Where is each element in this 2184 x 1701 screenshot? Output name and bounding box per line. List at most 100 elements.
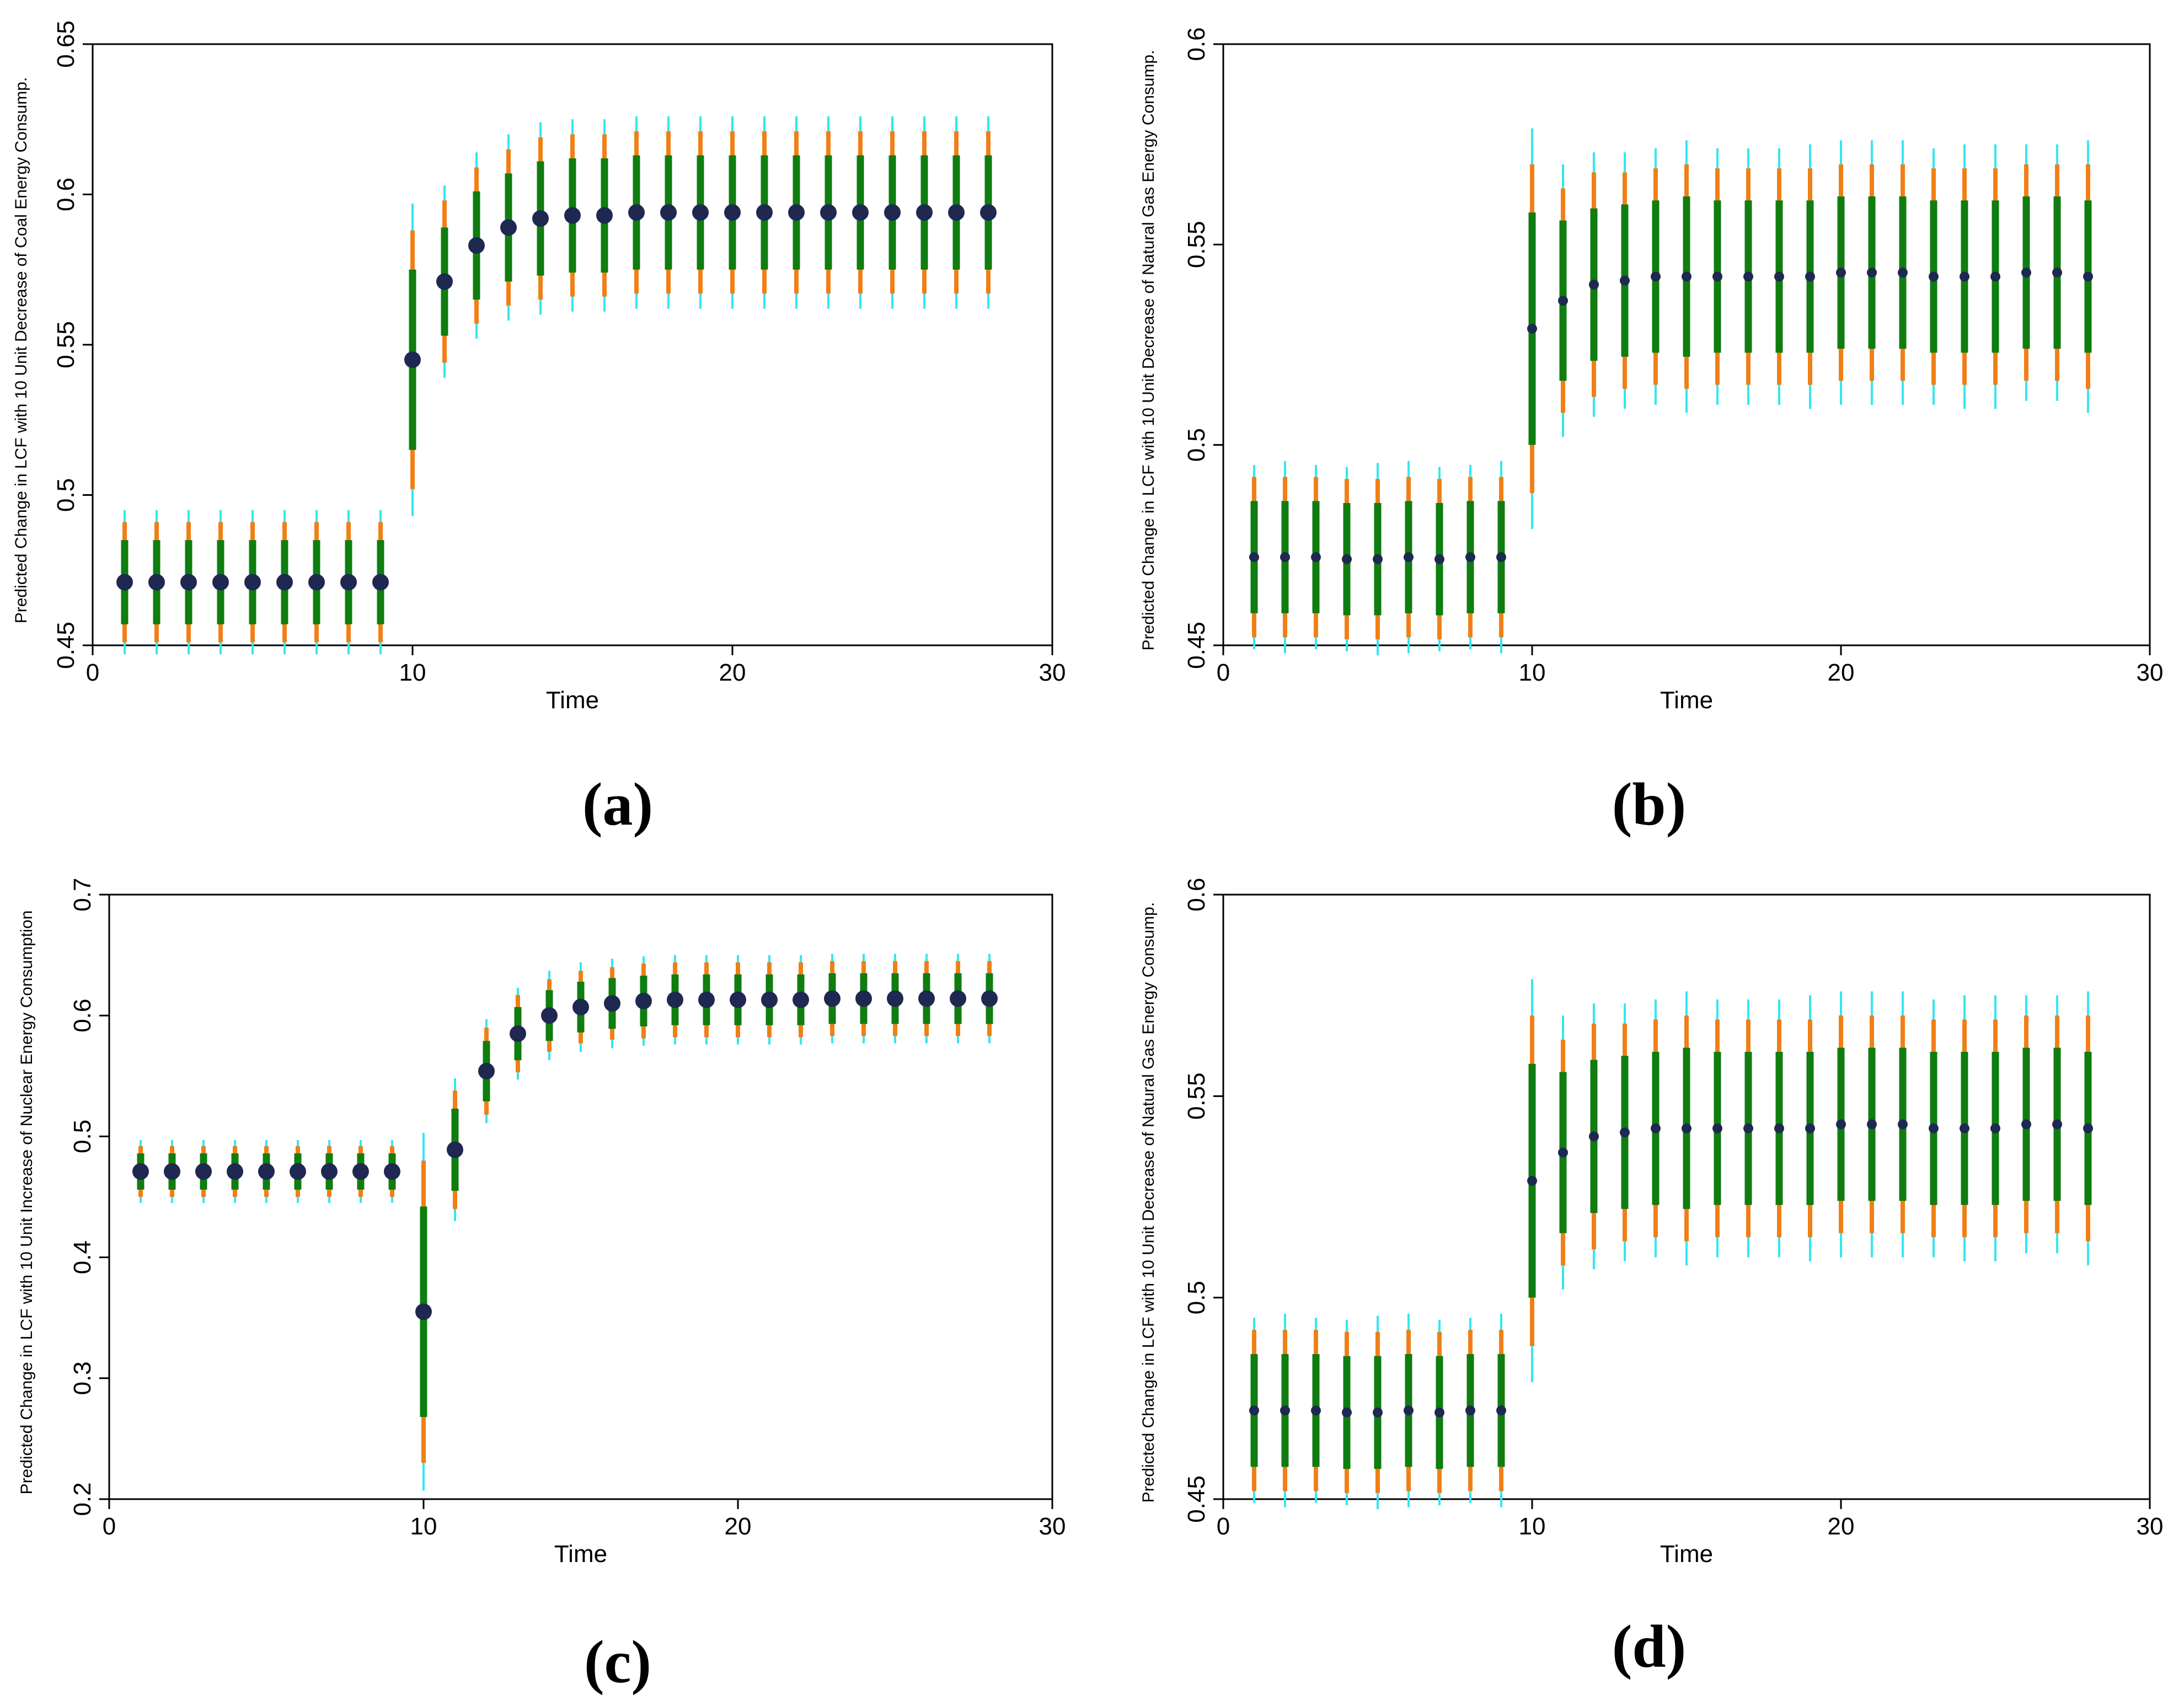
data-point — [1805, 271, 1815, 282]
data-point-group — [510, 987, 526, 1080]
data-point-group — [1342, 467, 1352, 651]
y-tick-label: 0.3 — [69, 1361, 96, 1395]
data-point — [572, 998, 589, 1015]
data-point-group — [340, 510, 357, 655]
data-point — [321, 1163, 338, 1180]
x-axis-title: Time — [1660, 1540, 1713, 1568]
data-point — [1404, 1405, 1414, 1416]
data-point-group — [1589, 1003, 1599, 1270]
data-point-group — [258, 1140, 275, 1203]
data-point — [1311, 552, 1321, 563]
data-point-group — [667, 955, 683, 1045]
data-point-group — [541, 971, 558, 1061]
data-point-group — [1620, 152, 1630, 409]
data-point — [227, 1163, 243, 1180]
data-point-group — [852, 116, 869, 309]
data-point-group — [1712, 999, 1722, 1258]
data-point-group — [1434, 467, 1444, 651]
data-point — [276, 574, 293, 591]
data-point — [132, 1163, 149, 1180]
data-point — [1342, 1407, 1352, 1418]
data-point — [1929, 1123, 1939, 1133]
data-point — [1527, 1175, 1537, 1186]
data-point-group — [164, 1140, 180, 1203]
data-point-group — [1620, 1003, 1630, 1261]
data-point-group — [1496, 461, 1506, 654]
data-point-group — [1280, 461, 1290, 654]
data-point — [604, 995, 620, 1012]
data-point-group — [1990, 995, 2000, 1261]
data-point — [1836, 1119, 1846, 1130]
data-point — [1929, 271, 1939, 282]
data-point — [1960, 271, 1969, 282]
data-point — [1527, 323, 1537, 334]
data-point — [1774, 1123, 1784, 1133]
y-tick-label: 0.55 — [1183, 1073, 1210, 1120]
x-tick-label: 0 — [86, 659, 99, 686]
plot-frame — [1222, 43, 2151, 646]
y-tick-label: 0.6 — [52, 178, 79, 211]
y-tick-label: 0.55 — [1183, 221, 1210, 269]
data-point — [1990, 1123, 2000, 1133]
panel-label: (c) — [584, 1628, 651, 1695]
data-point-group — [2083, 140, 2093, 413]
y-tick-label: 0.5 — [1183, 428, 1210, 462]
data-point-group — [2052, 995, 2062, 1254]
data-point — [824, 990, 841, 1007]
y-tick-label: 0.5 — [52, 478, 79, 512]
panel-b: 0 10 20 30 0.45 0.5 0.55 0.6 Time Predicted Chang… — [1139, 27, 2163, 838]
data-point — [415, 1303, 432, 1320]
panel-label: (d) — [1612, 1613, 1686, 1680]
data-point-group — [635, 956, 652, 1046]
y-tick-label: 0.4 — [69, 1240, 96, 1274]
data-point — [1620, 1127, 1630, 1138]
data-point — [1311, 1405, 1321, 1416]
data-point — [2083, 271, 2093, 282]
data-point-group — [788, 116, 805, 309]
x-tick-label: 10 — [1519, 1513, 1546, 1540]
data-point-group — [820, 116, 837, 309]
data-point-group — [1898, 140, 1908, 405]
data-point-group — [436, 185, 453, 378]
data-point-group — [500, 134, 517, 321]
data-point — [852, 204, 869, 221]
data-point — [290, 1163, 306, 1180]
data-point — [1867, 268, 1877, 278]
data-point-group — [660, 116, 677, 309]
data-point-group — [148, 510, 165, 655]
data-point — [352, 1163, 369, 1180]
panel-c: 0 10 20 30 0.2 0.3 0.4 0.5 0.6 0.7 Time Predicted C… — [18, 878, 1066, 1695]
data-point — [1960, 1123, 1969, 1133]
data-point — [1774, 271, 1784, 282]
x-axis-title: Time — [546, 687, 599, 714]
data-point — [660, 204, 677, 221]
data-point — [1496, 552, 1506, 563]
data-point-group — [950, 954, 966, 1044]
data-point — [1589, 280, 1599, 290]
data-point-group — [132, 1140, 149, 1203]
data-point-group — [372, 510, 389, 655]
data-point-group — [692, 116, 709, 309]
x-axis-title: Time — [1660, 687, 1713, 714]
y-tick-label: 0.45 — [52, 622, 79, 669]
data-point-group — [1249, 1318, 1259, 1504]
data-point — [1558, 296, 1568, 306]
data-point — [212, 574, 229, 591]
y-tick-label: 0.6 — [1183, 27, 1210, 61]
data-point-group — [2021, 995, 2031, 1254]
data-point — [500, 219, 517, 236]
data-point-group — [1682, 991, 1691, 1266]
data-point — [1805, 1123, 1815, 1133]
data-point-group — [572, 962, 589, 1052]
data-point — [980, 204, 997, 221]
data-point-group — [308, 510, 325, 655]
data-point-group — [1465, 1318, 1475, 1504]
data-point — [1434, 554, 1444, 564]
y-tick-label: 0.6 — [1183, 878, 1210, 911]
y-tick-label: 0.45 — [1183, 1475, 1210, 1523]
data-point — [635, 992, 652, 1009]
data-point-group — [2052, 144, 2062, 401]
data-point-group — [1960, 144, 1969, 409]
data-point — [698, 991, 715, 1008]
y-tick-label: 0.65 — [52, 20, 79, 68]
